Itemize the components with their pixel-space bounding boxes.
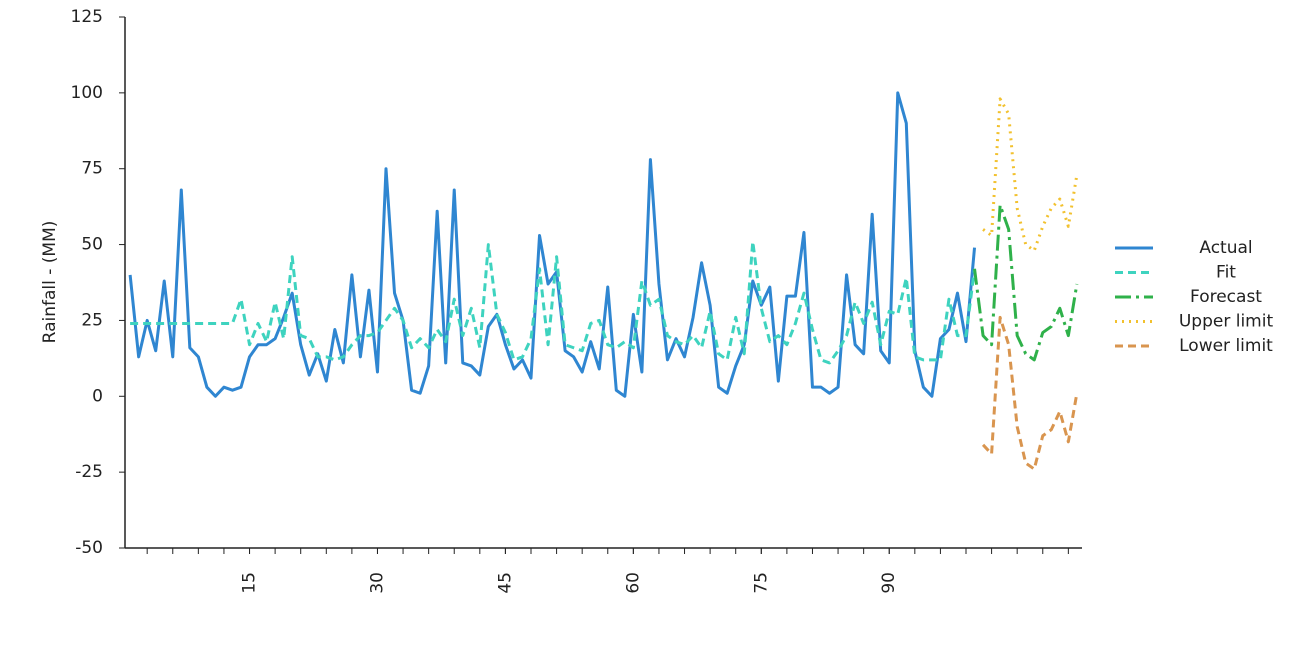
y-tick-label: -50 <box>75 538 103 558</box>
series-line <box>982 97 1079 253</box>
y-tick-label: 25 <box>81 310 103 330</box>
x-tick-label: 30 <box>367 572 387 594</box>
legend-label: Lower limit <box>1179 336 1273 356</box>
y-tick-label: 100 <box>71 83 103 103</box>
y-tick-label: 125 <box>71 7 103 27</box>
series-line <box>973 203 1079 362</box>
y-tick-label: 50 <box>81 235 103 255</box>
y-tick-label: 0 <box>92 386 103 406</box>
series-line <box>128 91 977 398</box>
y-tick-label: -25 <box>75 462 103 482</box>
x-tick-label: 75 <box>751 572 771 594</box>
y-tick-label: 75 <box>81 159 103 179</box>
legend-label: Upper limit <box>1179 312 1274 332</box>
x-tick-label: 15 <box>240 572 260 594</box>
y-axis-label: Rainfall - (MM) <box>40 221 60 344</box>
series-line <box>130 240 977 365</box>
legend-label: Fit <box>1216 263 1236 283</box>
series-line <box>981 315 1079 471</box>
x-tick-label: 90 <box>879 572 899 594</box>
x-tick-label: 45 <box>495 572 515 594</box>
legend-label: Actual <box>1199 238 1252 258</box>
x-tick-label: 60 <box>623 572 643 594</box>
legend-label: Forecast <box>1190 287 1262 307</box>
